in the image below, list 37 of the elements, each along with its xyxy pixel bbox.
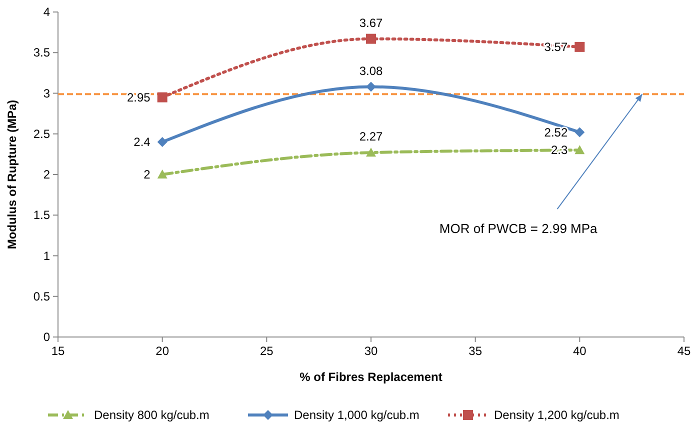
y-tick-label: 1 bbox=[43, 248, 50, 263]
x-tick-label: 25 bbox=[260, 344, 274, 358]
y-tick-label: 3.5 bbox=[33, 46, 50, 60]
y-tick-label: 2 bbox=[43, 168, 50, 182]
y-tick-label: 4 bbox=[43, 5, 50, 19]
y-tick-label: 2.5 bbox=[33, 126, 50, 141]
data-label: 2.52 bbox=[544, 125, 568, 140]
point bbox=[366, 34, 376, 44]
data-label: 2.4 bbox=[134, 135, 151, 149]
data-label: 3.67 bbox=[359, 16, 383, 30]
point bbox=[157, 92, 168, 102]
annotation: MOR of PWCB = 2.99 MPa bbox=[439, 221, 598, 236]
x-tick-label: 20 bbox=[156, 344, 170, 358]
data-label: 2.27 bbox=[359, 130, 383, 144]
x-tick-label: 35 bbox=[468, 344, 482, 358]
y-tick-label: 0 bbox=[43, 330, 50, 344]
point bbox=[157, 137, 168, 147]
y-tick-label: 1.5 bbox=[33, 208, 50, 222]
data-label: 2 bbox=[144, 168, 151, 182]
point bbox=[366, 82, 376, 92]
point bbox=[574, 42, 585, 52]
legend-label: Density 1,000 kg/cub.m bbox=[294, 408, 420, 422]
point bbox=[574, 145, 585, 154]
legend-label: Density 800 kg/cub.m bbox=[94, 408, 210, 422]
x-tick-label: 30 bbox=[364, 344, 378, 358]
y-tick-label: 3 bbox=[43, 86, 50, 100]
point bbox=[366, 148, 376, 157]
x-axis-title: % of Fibres Replacement bbox=[300, 370, 442, 384]
y-tick-label: 0.5 bbox=[33, 289, 50, 304]
point bbox=[157, 170, 168, 178]
y-axis-title: Modulus of Rupture (MPa) bbox=[5, 100, 19, 250]
legend-label: Density 1,200 kg/cub.m bbox=[494, 408, 620, 422]
x-tick-label: 45 bbox=[677, 344, 691, 358]
point bbox=[574, 127, 585, 138]
x-tick-label: 15 bbox=[51, 344, 65, 358]
x-tick-label: 40 bbox=[572, 344, 587, 358]
data-label: 3.08 bbox=[359, 64, 383, 78]
